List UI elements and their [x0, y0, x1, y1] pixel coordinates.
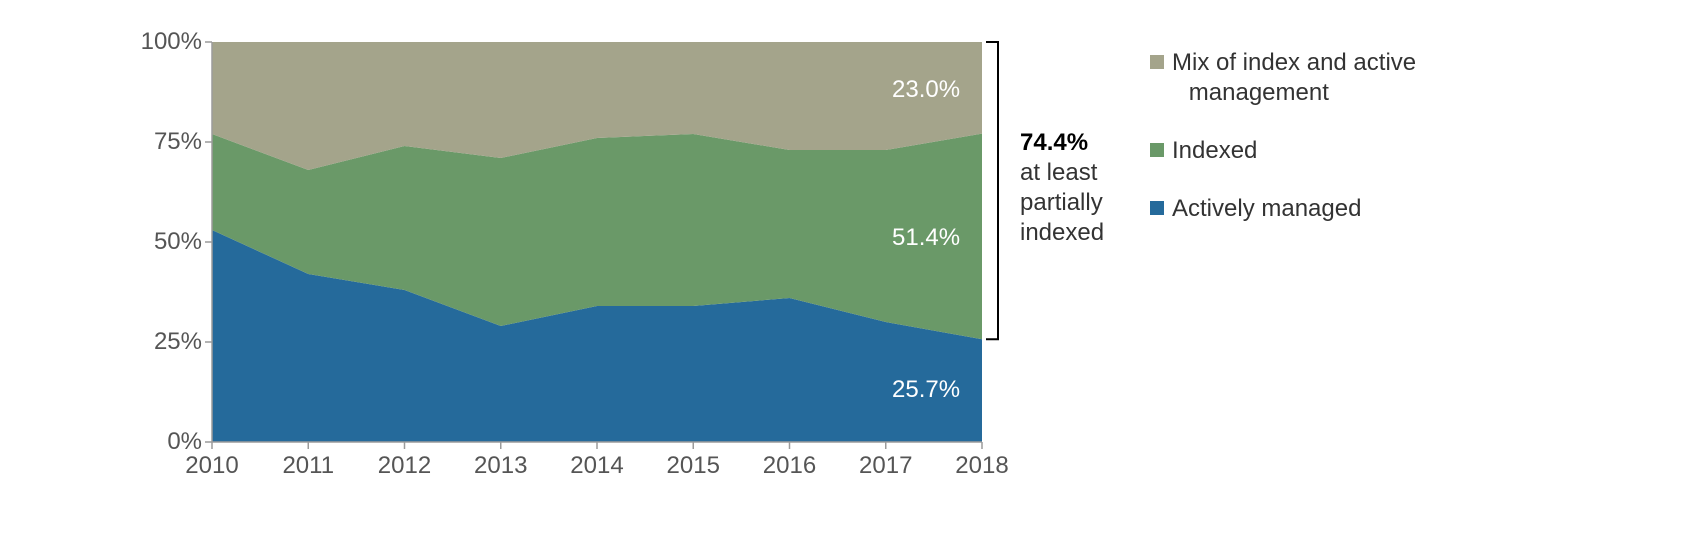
legend-item: Actively managed — [1150, 194, 1519, 224]
legend-item: Indexed — [1150, 136, 1519, 166]
legend-item: Mix of index and active management — [1150, 48, 1519, 108]
legend-label: Actively managed — [1172, 194, 1361, 224]
annotation-line: at least — [1020, 158, 1104, 188]
legend-swatch — [1150, 201, 1164, 215]
chart-canvas: 0%25%50%75%100% 201020112012201320142015… — [0, 0, 1700, 538]
legend-swatch — [1150, 143, 1164, 157]
legend: Mix of index and active management Indexe… — [1150, 48, 1519, 252]
annotation-line: indexed — [1020, 218, 1104, 248]
annotation-line: partially — [1020, 188, 1104, 218]
annotation-bold: 74.4% — [1020, 129, 1088, 156]
legend-label: Mix of index and active management — [1172, 48, 1519, 108]
legend-label: Indexed — [1172, 136, 1257, 166]
legend-swatch — [1150, 55, 1164, 69]
annotation-text: 74.4% at least partially indexed — [1020, 128, 1104, 248]
